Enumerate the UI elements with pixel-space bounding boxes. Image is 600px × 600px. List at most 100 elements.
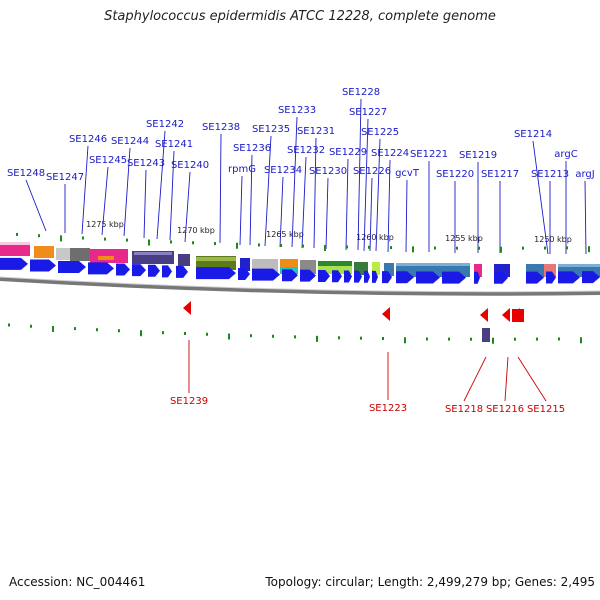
kbp-tick-label: 1270 kbp bbox=[177, 226, 215, 235]
gene-leader-line bbox=[169, 150, 175, 241]
forward-gene-label: SE1226 bbox=[353, 166, 391, 177]
reverse-gene-arrow bbox=[480, 308, 488, 322]
position-tick bbox=[404, 337, 406, 344]
kbp-tick-label: 1275 kbp bbox=[86, 220, 124, 229]
position-tick bbox=[536, 337, 538, 341]
position-tick bbox=[192, 241, 194, 245]
gene-leader-line bbox=[345, 158, 349, 251]
forward-gene-arrow bbox=[526, 271, 544, 284]
forward-gene-arrow bbox=[132, 264, 146, 277]
position-tick bbox=[8, 323, 10, 327]
forward-gene-arrow bbox=[382, 271, 392, 284]
forward-gene-label: argJ bbox=[575, 169, 594, 180]
feature-block bbox=[482, 328, 490, 342]
forward-gene-label: SE1244 bbox=[111, 136, 149, 147]
forward-gene-labels: SE1248 SE1247 SE1246 SE1245 SE1244 SE1243 SE12… bbox=[7, 87, 595, 255]
position-tick bbox=[368, 245, 370, 249]
forward-gene-label: SE1233 bbox=[278, 105, 316, 116]
position-tick bbox=[360, 336, 362, 340]
kbp-tick-label: 1265 kbp bbox=[266, 230, 304, 239]
gene-leader-line bbox=[463, 356, 487, 402]
position-tick bbox=[140, 330, 142, 337]
gene-leader-line bbox=[363, 118, 369, 252]
position-tick bbox=[522, 246, 524, 250]
forward-gene-arrow bbox=[318, 270, 330, 283]
gene-leader-line bbox=[387, 159, 391, 253]
forward-gene-arrow bbox=[252, 268, 280, 281]
forward-gene-label: SE1245 bbox=[89, 155, 127, 166]
position-tick bbox=[478, 246, 480, 250]
gene-leader-line bbox=[239, 175, 243, 246]
forward-gene-label: SE1238 bbox=[202, 122, 240, 133]
gene-leader-line bbox=[143, 169, 147, 239]
forward-gene-label: SE1228 bbox=[342, 87, 380, 98]
position-tick bbox=[60, 235, 62, 242]
forward-gene-arrow bbox=[494, 271, 508, 284]
forward-gene-label: argC bbox=[554, 149, 577, 160]
forward-gene-arrow bbox=[442, 271, 466, 284]
reverse-gene-label: SE1218 bbox=[445, 404, 483, 415]
forward-gene-arrow bbox=[558, 271, 580, 284]
forward-gene-arrow bbox=[416, 271, 440, 284]
reverse-gene-label: SE1239 bbox=[170, 396, 208, 407]
position-tick bbox=[96, 328, 98, 332]
forward-gene-label: SE1213 bbox=[531, 169, 569, 180]
forward-gene-arrow bbox=[58, 261, 86, 274]
forward-gene-label: SE1230 bbox=[309, 166, 347, 177]
gene-leader-line bbox=[369, 177, 373, 252]
gene-leader-line bbox=[81, 145, 89, 235]
position-tick bbox=[148, 239, 150, 246]
position-tick bbox=[302, 244, 304, 248]
reverse-gene-label: SE1215 bbox=[527, 404, 565, 415]
gene-leader-line bbox=[184, 171, 191, 243]
position-tick bbox=[126, 238, 128, 242]
position-tick bbox=[316, 335, 318, 342]
position-tick bbox=[236, 242, 238, 249]
forward-gene-label: SE1232 bbox=[287, 145, 325, 156]
forward-gene-arrow bbox=[88, 262, 114, 275]
gene-leader-line bbox=[517, 356, 547, 402]
position-tick bbox=[434, 246, 436, 250]
gene-leader-line bbox=[375, 138, 381, 252]
gene-leader-line bbox=[504, 356, 509, 402]
position-tick bbox=[456, 246, 458, 250]
position-tick bbox=[580, 337, 582, 344]
forward-gene-arrow bbox=[372, 270, 378, 283]
position-tick bbox=[500, 246, 502, 253]
position-tick bbox=[104, 237, 106, 241]
forward-gene-arrow bbox=[282, 269, 298, 282]
position-tick bbox=[382, 337, 384, 341]
position-tick bbox=[30, 324, 32, 328]
genome-backbone-highlight bbox=[0, 276, 600, 293]
forward-gene-label: SE1248 bbox=[7, 168, 45, 179]
forward-gene-arrow bbox=[332, 270, 342, 283]
forward-gene-label: SE1227 bbox=[349, 107, 387, 118]
gene-leader-line bbox=[313, 137, 317, 249]
position-tick bbox=[448, 337, 450, 341]
position-tick bbox=[214, 242, 216, 246]
forward-gene-arrow bbox=[176, 265, 188, 278]
gene-leader-line bbox=[301, 156, 307, 249]
gene-leader-line bbox=[156, 130, 166, 240]
position-tick bbox=[118, 329, 120, 333]
position-tick bbox=[272, 334, 274, 338]
forward-gene-arrow bbox=[238, 268, 250, 281]
gene-leader-line bbox=[325, 177, 329, 250]
forward-gene-label: SE1246 bbox=[69, 134, 107, 145]
position-ticks bbox=[8, 232, 590, 344]
forward-gene-label: SE1229 bbox=[329, 147, 367, 158]
forward-gene-arrow bbox=[474, 271, 480, 284]
forward-gene-label: SE1219 bbox=[459, 150, 497, 161]
kbp-tick-label: 1250 kbp bbox=[534, 235, 572, 244]
position-tick bbox=[258, 243, 260, 247]
position-tick bbox=[52, 325, 54, 332]
position-tick bbox=[170, 240, 172, 244]
reverse-gene-labels: SE1239 SE1223 SE1218 SE1216 SE1215 bbox=[170, 340, 565, 415]
position-tick bbox=[492, 337, 494, 344]
forward-gene-label: SE1221 bbox=[410, 149, 448, 160]
position-tick bbox=[250, 334, 252, 338]
position-tick bbox=[566, 246, 568, 250]
gene-leader-line bbox=[219, 133, 222, 244]
forward-gene-label: SE1241 bbox=[155, 139, 193, 150]
